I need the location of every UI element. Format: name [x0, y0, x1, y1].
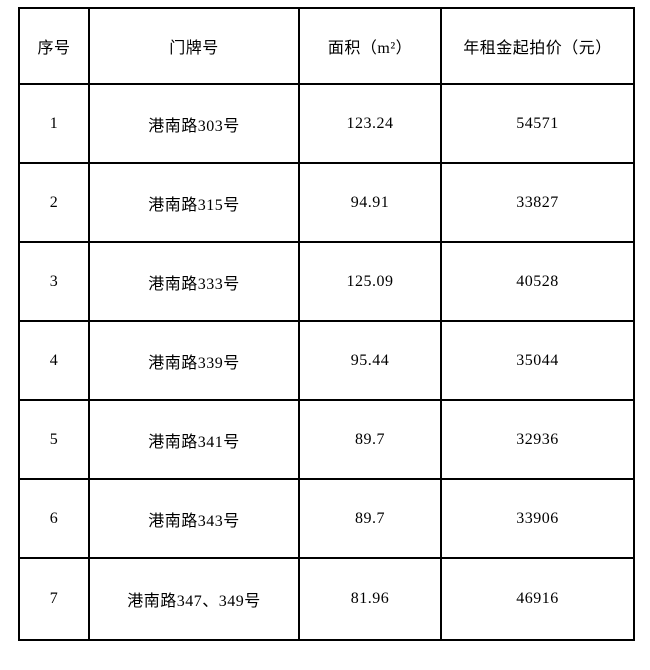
cell-price: 33827: [440, 162, 635, 243]
cell-price: 33906: [440, 478, 635, 559]
cell-area: 123.24: [298, 83, 442, 164]
cell-price: 46916: [440, 557, 635, 641]
cell-area: 89.7: [298, 478, 442, 559]
cell-price: 40528: [440, 241, 635, 322]
table-row: 6 港南路343号 89.7 33906: [18, 478, 635, 559]
cell-area: 95.44: [298, 320, 442, 401]
cell-index: 5: [18, 399, 90, 480]
cell-address: 港南路343号: [88, 478, 300, 559]
cell-index: 3: [18, 241, 90, 322]
cell-index: 7: [18, 557, 90, 641]
header-index: 序号: [18, 7, 90, 85]
cell-address: 港南路341号: [88, 399, 300, 480]
cell-address: 港南路303号: [88, 83, 300, 164]
table-row: 1 港南路303号 123.24 54571: [18, 83, 635, 164]
cell-address: 港南路333号: [88, 241, 300, 322]
header-row: 序号 门牌号 面积（m²） 年租金起拍价（元）: [18, 7, 635, 85]
header-price: 年租金起拍价（元）: [440, 7, 635, 85]
header-address: 门牌号: [88, 7, 300, 85]
cell-area: 81.96: [298, 557, 442, 641]
cell-address: 港南路339号: [88, 320, 300, 401]
cell-price: 54571: [440, 83, 635, 164]
cell-index: 1: [18, 83, 90, 164]
cell-price: 32936: [440, 399, 635, 480]
cell-area: 94.91: [298, 162, 442, 243]
table-row: 2 港南路315号 94.91 33827: [18, 162, 635, 243]
table-row: 7 港南路347、349号 81.96 46916: [18, 557, 635, 641]
cell-address: 港南路315号: [88, 162, 300, 243]
table-body: 1 港南路303号 123.24 54571 2 港南路315号 94.91 33827 3 港南…: [18, 83, 635, 641]
cell-area: 89.7: [298, 399, 442, 480]
table-header: 序号 门牌号 面积（m²） 年租金起拍价（元）: [18, 7, 635, 85]
cell-index: 2: [18, 162, 90, 243]
table-row: 3 港南路333号 125.09 40528: [18, 241, 635, 322]
cell-address: 港南路347、349号: [88, 557, 300, 641]
cell-index: 4: [18, 320, 90, 401]
header-area: 面积（m²）: [298, 7, 442, 85]
cell-price: 35044: [440, 320, 635, 401]
table-row: 5 港南路341号 89.7 32936: [18, 399, 635, 480]
cell-index: 6: [18, 478, 90, 559]
rental-listing-table: 序号 门牌号 面积（m²） 年租金起拍价（元） 1 港南路303号 123.24 54…: [18, 7, 635, 641]
cell-area: 125.09: [298, 241, 442, 322]
table-row: 4 港南路339号 95.44 35044: [18, 320, 635, 401]
